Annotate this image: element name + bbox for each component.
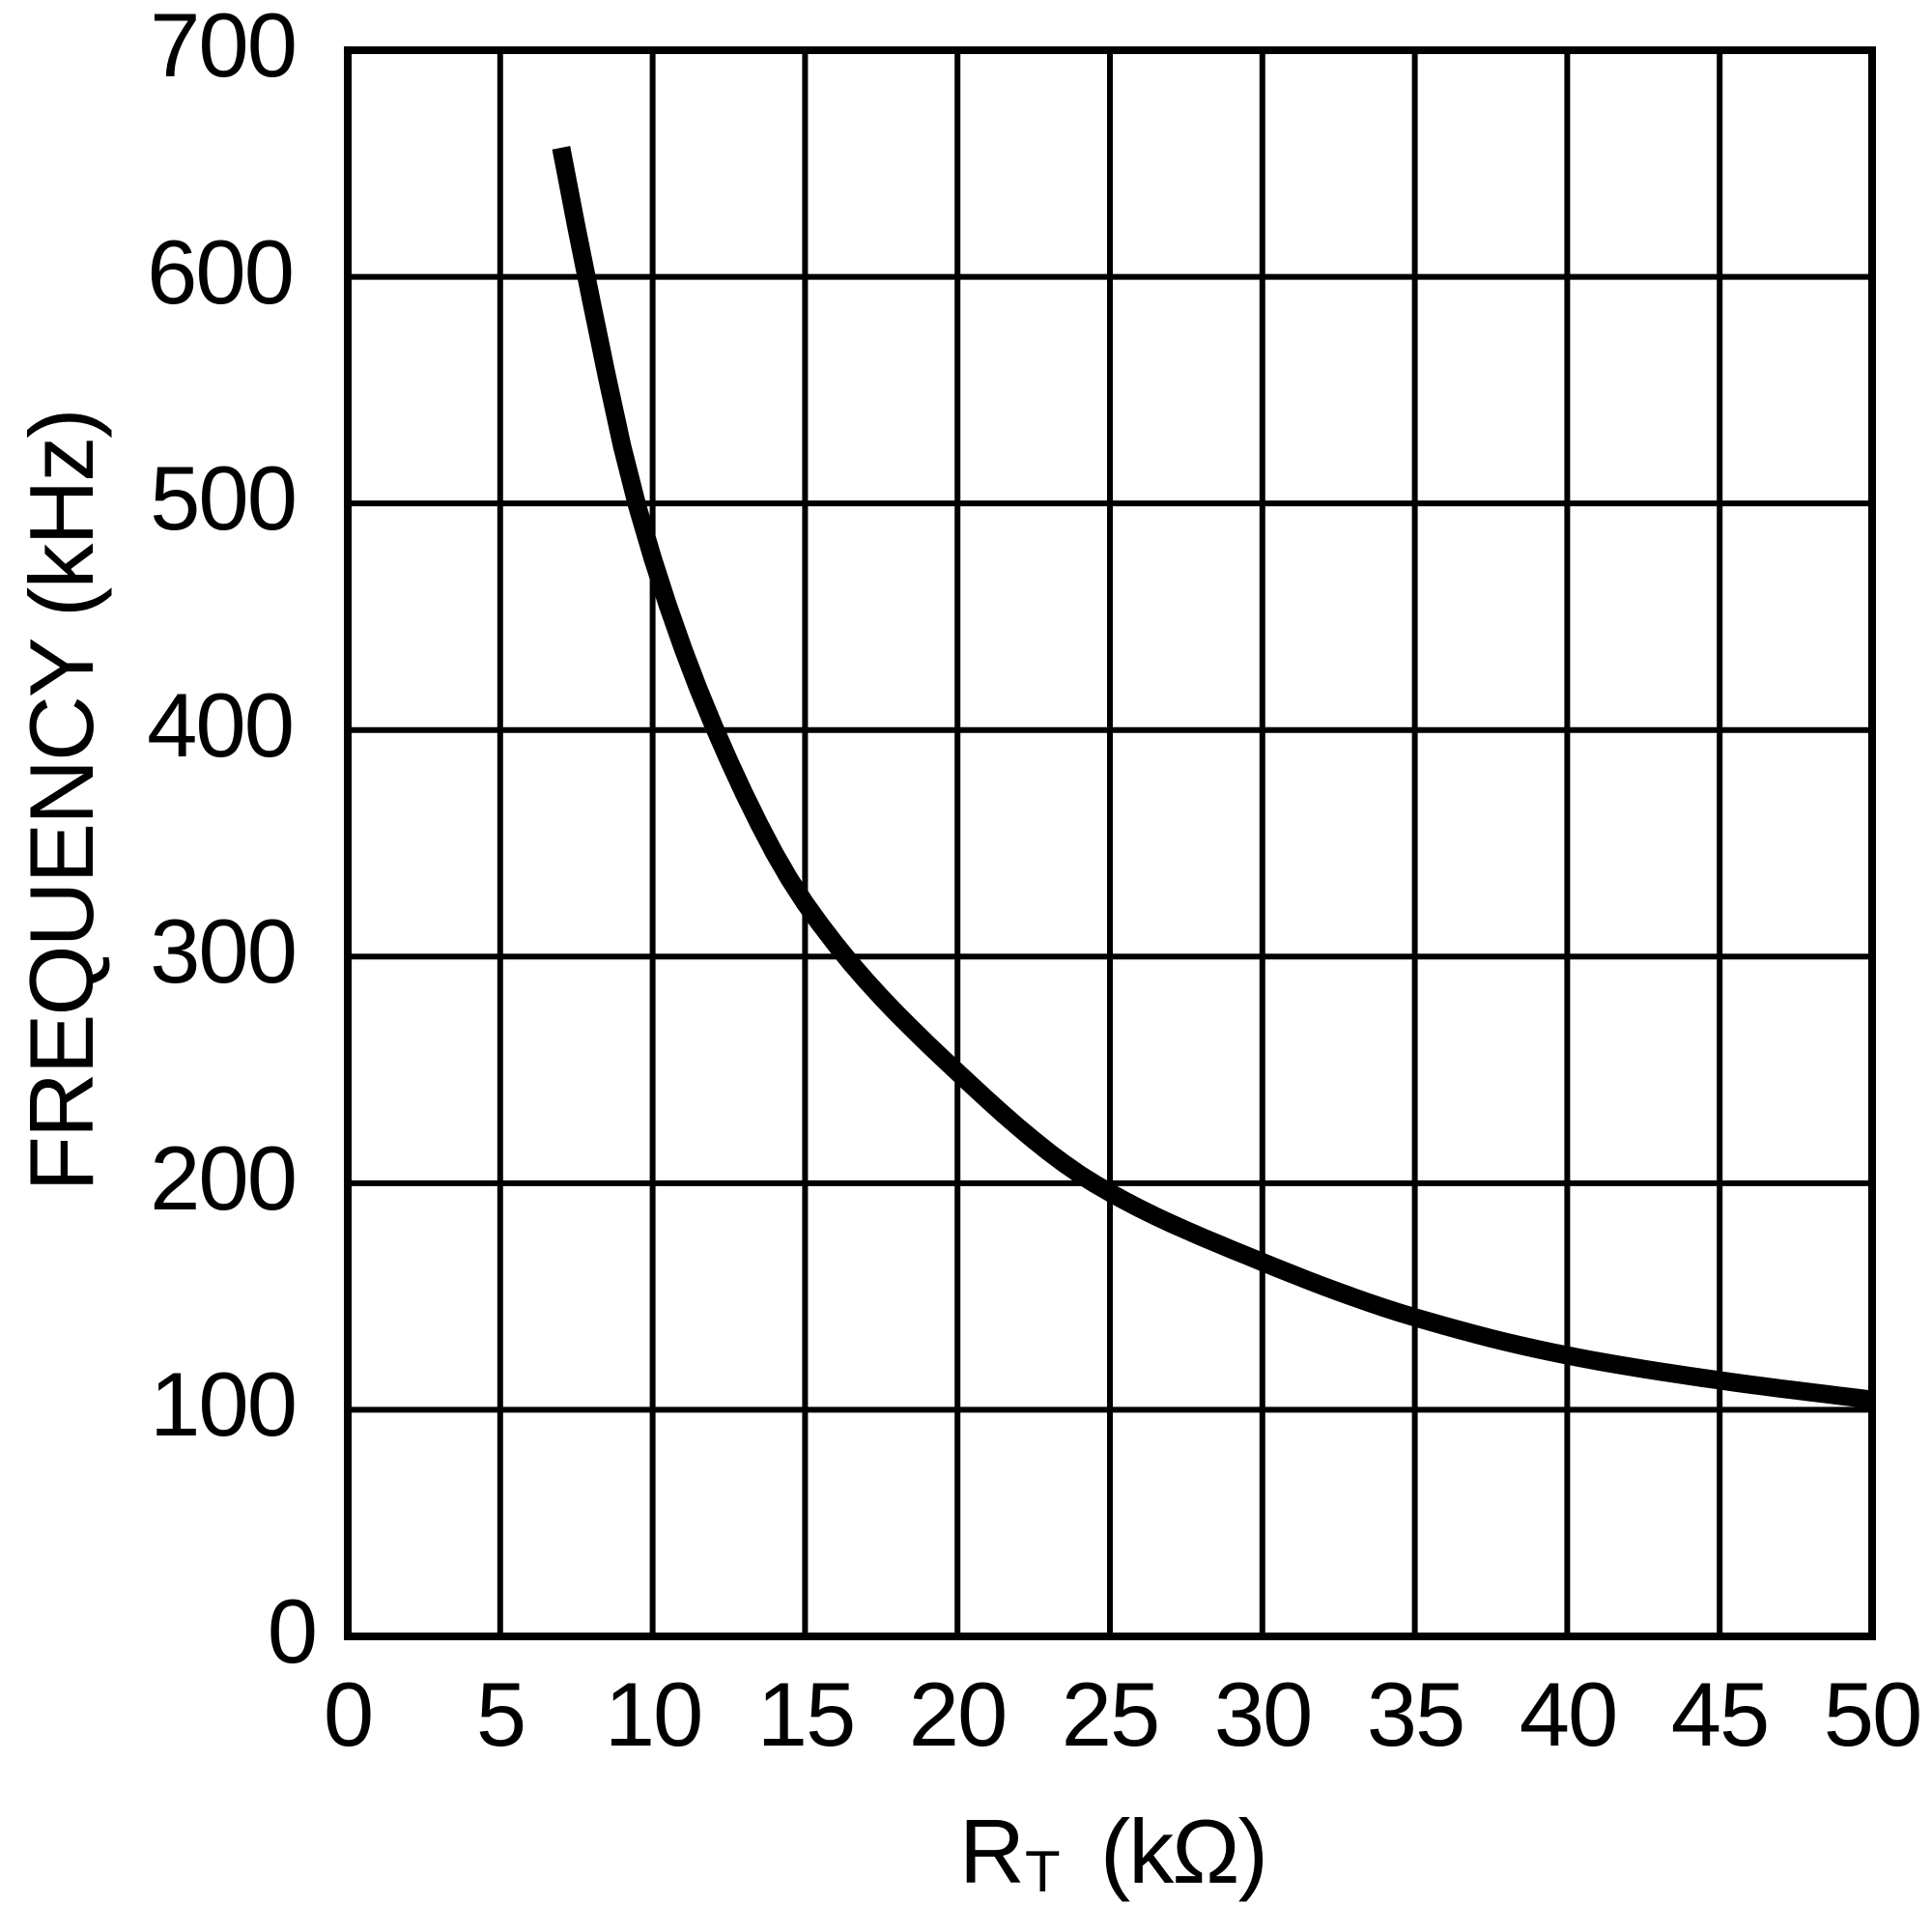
svg-text:100: 100: [150, 1353, 296, 1455]
svg-text:300: 300: [150, 900, 296, 1002]
svg-text:0: 0: [324, 1663, 372, 1765]
svg-text:FREQUENCY (kHz): FREQUENCY (kHz): [11, 410, 112, 1191]
svg-text:600: 600: [147, 221, 293, 323]
svg-text:45: 45: [1671, 1663, 1769, 1765]
svg-text:50: 50: [1824, 1663, 1921, 1765]
svg-text:40: 40: [1520, 1663, 1617, 1765]
svg-text:200: 200: [150, 1127, 296, 1229]
svg-text:30: 30: [1214, 1663, 1312, 1765]
svg-text:R: R: [959, 1801, 1023, 1902]
svg-text:25: 25: [1062, 1663, 1159, 1765]
svg-text:15: 15: [757, 1663, 855, 1765]
svg-text:35: 35: [1367, 1663, 1464, 1765]
svg-text:T: T: [1025, 1839, 1061, 1904]
svg-text:(kΩ): (kΩ): [1100, 1801, 1266, 1902]
svg-text:500: 500: [150, 447, 296, 549]
svg-text:10: 10: [605, 1663, 702, 1765]
svg-text:5: 5: [476, 1663, 525, 1765]
svg-text:0: 0: [268, 1580, 316, 1682]
svg-text:20: 20: [909, 1663, 1007, 1765]
svg-text:700: 700: [150, 0, 296, 96]
svg-text:400: 400: [147, 674, 293, 776]
